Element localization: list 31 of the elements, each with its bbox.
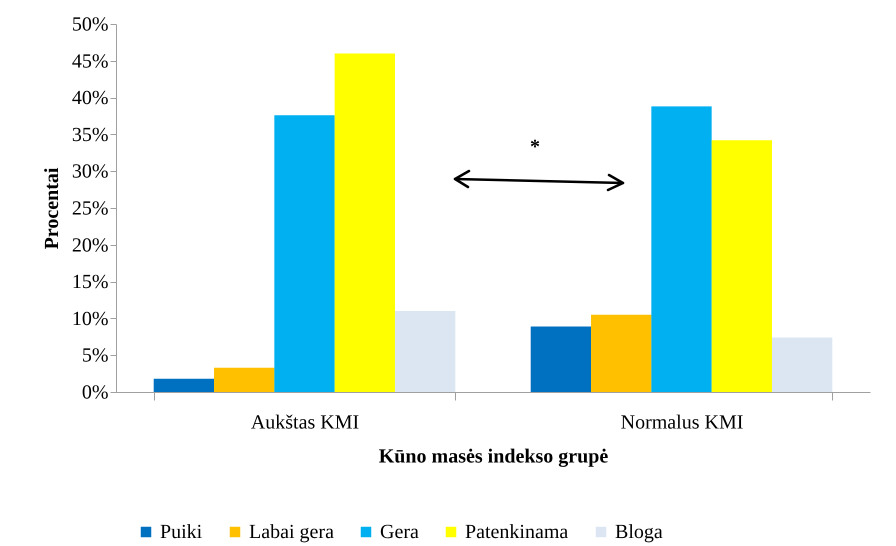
x-tick-label: Normalus KMI [620,412,744,434]
y-tick-label: 5% [82,344,108,367]
bar [712,140,772,392]
bar [154,378,214,392]
y-tick-label: 45% [72,50,108,72]
legend-label: Bloga [615,521,663,543]
x-axis-title: Kūno masės indekso grupė [378,446,608,468]
bar [591,314,652,392]
y-tick-label: 10% [72,308,108,330]
bar [772,338,832,392]
annotation: * [530,136,540,159]
bar [651,106,712,392]
legend-label: Puiki [160,521,203,543]
bar [394,311,456,392]
legend-label: Patenkinama [465,521,568,543]
y-tick-label: 0% [82,382,108,404]
bar [530,326,592,392]
y-tick-label: 50% [72,14,108,36]
bar [334,53,395,392]
legend-label: Labai gera [249,521,334,543]
bar [214,368,274,392]
y-tick-label: 15% [72,271,108,294]
y-axis-title: Procentai [40,167,63,250]
y-tick-label: 30% [72,160,108,183]
y-tick-label: 25% [72,198,108,220]
y-tick-label: 20% [72,234,108,256]
bar [274,115,335,392]
legend-label: Gera [380,521,419,543]
y-tick-label: 35% [72,124,108,146]
y-tick-label: 40% [72,87,108,110]
x-tick-label: Aukštas KMI [250,412,360,434]
